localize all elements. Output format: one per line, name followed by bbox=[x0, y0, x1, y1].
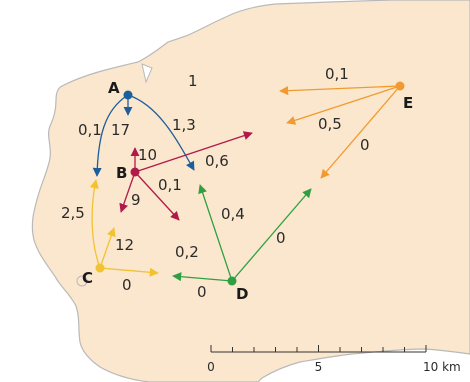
flow-label-a-self: 1 bbox=[188, 72, 198, 90]
scale-label-10-km: 10 km bbox=[423, 360, 461, 374]
scale-label-5: 5 bbox=[315, 360, 323, 374]
flow-label-d-left: 0,2 bbox=[175, 243, 199, 261]
flow-arrow-e-mid bbox=[286, 85, 401, 125]
islet bbox=[76, 275, 88, 287]
node-d-label: D bbox=[236, 285, 248, 303]
flow-arrow-b-down bbox=[119, 171, 136, 213]
node-b-label: B bbox=[116, 164, 127, 182]
node-b-dot bbox=[130, 167, 140, 177]
coast-inlet bbox=[141, 63, 153, 84]
scale-bar-ticks bbox=[210, 345, 427, 352]
flow-arrow-d-left bbox=[172, 272, 233, 282]
landmass bbox=[31, 0, 470, 382]
flow-arrow-c-ne bbox=[99, 227, 116, 269]
flow-arrow-e-left bbox=[279, 85, 401, 96]
flow-label-a-down: 17 bbox=[111, 121, 130, 139]
flow-label-e-mid: 0,5 bbox=[318, 115, 342, 133]
flow-arrow-e-down bbox=[320, 85, 401, 179]
flow-label-e-left: 0,1 bbox=[325, 65, 349, 83]
node-a-dot bbox=[123, 90, 133, 100]
node-e-label: E bbox=[403, 94, 413, 112]
flow-arrow-c-up bbox=[89, 179, 101, 269]
flow-arrow-a-left bbox=[92, 94, 129, 177]
flow-label-b-ne: 0,6 bbox=[205, 152, 229, 170]
flow-arrow-b-ne bbox=[134, 131, 253, 173]
node-d-dot bbox=[227, 276, 237, 286]
scale-label-0: 0 bbox=[207, 360, 215, 374]
flow-label-c-right: 0 bbox=[122, 276, 132, 294]
flow-label-a-left: 0,1 bbox=[78, 121, 102, 139]
flow-label-e-down: 0 bbox=[360, 136, 370, 154]
flow-arrow-a-right bbox=[127, 94, 195, 171]
node-a-label: A bbox=[108, 79, 120, 97]
flow-arrow-d-nw bbox=[198, 184, 233, 282]
node-e-dot bbox=[395, 81, 405, 91]
node-c-label: C bbox=[82, 269, 93, 287]
flow-arrow-c-right bbox=[99, 267, 159, 277]
flow-label-b-up: 10 bbox=[138, 146, 157, 164]
flow-label-d-nw: 0,4 bbox=[221, 205, 245, 223]
flow-label-d-ne: 0 bbox=[276, 229, 286, 247]
flow-arrow-b-se bbox=[134, 171, 180, 221]
flow-label-c-up: 2,5 bbox=[61, 204, 85, 222]
scale-bar: 0 5 10 km bbox=[207, 345, 461, 374]
flow-label-b-down: 9 bbox=[131, 191, 141, 209]
flow-label-a-right: 1,3 bbox=[172, 116, 196, 134]
flow-label-d-below: 0 bbox=[197, 283, 207, 301]
flow-label-c-ne: 12 bbox=[115, 236, 134, 254]
flow-arrow-d-ne bbox=[231, 188, 312, 282]
flow-label-b-se: 0,1 bbox=[158, 176, 182, 194]
node-c-dot bbox=[95, 263, 105, 273]
